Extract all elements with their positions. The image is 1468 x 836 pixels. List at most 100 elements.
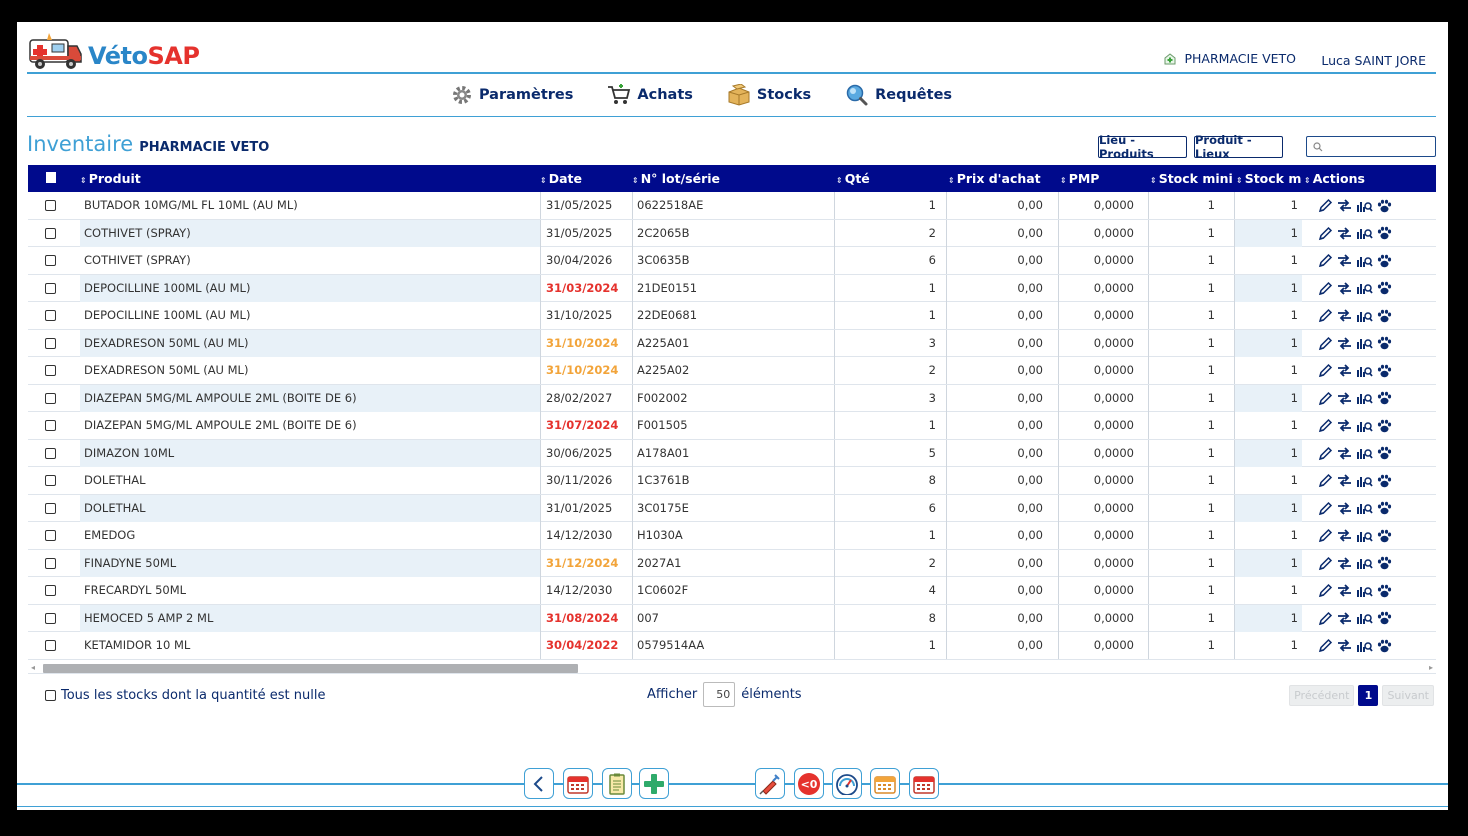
paw-icon[interactable] [1377, 419, 1392, 433]
row-checkbox[interactable] [45, 502, 56, 514]
paw-icon[interactable] [1377, 309, 1392, 323]
clipboard-button[interactable] [602, 768, 632, 799]
paw-icon[interactable] [1377, 556, 1392, 570]
table-row[interactable]: FRECARDYL 50ML 14/12/2030 1C0602F 4 0,00 0,00… [28, 577, 1436, 605]
scroll-left-arrow-icon[interactable]: ◂ [31, 663, 36, 672]
page-1-button[interactable]: 1 [1358, 685, 1379, 706]
stats-search-icon[interactable] [1356, 446, 1373, 460]
stats-search-icon[interactable] [1356, 639, 1373, 653]
table-row[interactable]: DOLETHAL 31/01/2025 3C0175E 6 0,00 0,0000 1 1 [28, 494, 1436, 522]
menu-achats[interactable]: Achats [607, 84, 693, 106]
edit-icon[interactable] [1318, 638, 1333, 653]
edit-icon[interactable] [1318, 528, 1333, 543]
row-checkbox[interactable] [45, 557, 56, 569]
calendar-month-button[interactable] [909, 768, 939, 799]
paw-icon[interactable] [1377, 529, 1392, 543]
transfer-icon[interactable] [1337, 391, 1352, 405]
col-stock-max[interactable]: ⇕Stock max [1236, 165, 1302, 192]
menu-requetes[interactable]: Requêtes [845, 83, 952, 107]
edit-icon[interactable] [1318, 391, 1333, 406]
stats-search-icon[interactable] [1356, 336, 1373, 350]
row-checkbox[interactable] [45, 392, 56, 404]
table-row[interactable]: BUTADOR 10MG/ML FL 10ML (AU ML) 31/05/202… [28, 192, 1436, 220]
table-row[interactable]: DIAZEPAN 5MG/ML AMPOULE 2ML (BOITE DE 6)… [28, 412, 1436, 440]
transfer-icon[interactable] [1337, 226, 1352, 240]
edit-icon[interactable] [1318, 226, 1333, 241]
null-stock-checkbox[interactable] [45, 690, 56, 701]
edit-icon[interactable] [1318, 253, 1333, 268]
row-checkbox[interactable] [45, 447, 56, 459]
stats-search-icon[interactable] [1356, 556, 1373, 570]
row-checkbox[interactable] [45, 640, 56, 651]
paw-icon[interactable] [1377, 446, 1392, 460]
edit-icon[interactable] [1318, 363, 1333, 378]
table-row[interactable]: DEPOCILLINE 100ML (AU ML) 31/03/2024 21DE0… [28, 274, 1436, 302]
calendar-button[interactable] [563, 768, 593, 799]
edit-icon[interactable] [1318, 556, 1333, 571]
edit-icon[interactable] [1318, 336, 1333, 351]
paw-icon[interactable] [1377, 611, 1392, 625]
table-row[interactable]: HEMOCED 5 AMP 2 ML 31/08/2024 007 8 0,00 0,00… [28, 604, 1436, 632]
row-checkbox[interactable] [45, 475, 56, 486]
transfer-icon[interactable] [1337, 639, 1352, 652]
table-row[interactable]: KETAMIDOR 10 ML 30/04/2022 0579514AA 1 0,00 0… [28, 632, 1436, 660]
gauge-button[interactable] [832, 768, 862, 799]
row-checkbox[interactable] [45, 310, 56, 321]
scroll-right-arrow-icon[interactable]: ▸ [1428, 663, 1433, 672]
stats-search-icon[interactable] [1356, 226, 1373, 240]
next-page-button[interactable]: Suivant [1382, 685, 1434, 706]
stats-search-icon[interactable] [1356, 419, 1373, 433]
scrollbar-thumb[interactable] [43, 664, 578, 673]
transfer-icon[interactable] [1337, 309, 1352, 322]
transfer-icon[interactable] [1337, 419, 1352, 432]
paw-icon[interactable] [1377, 336, 1392, 350]
col-prix[interactable]: ⇕ Prix d'achat [948, 171, 1041, 186]
edit-icon[interactable] [1318, 446, 1333, 461]
paw-icon[interactable] [1377, 474, 1392, 488]
stats-search-icon[interactable] [1356, 611, 1373, 625]
row-checkbox[interactable] [45, 255, 56, 266]
paw-icon[interactable] [1377, 254, 1392, 268]
col-qte[interactable]: ⇕ Qté [836, 171, 870, 186]
table-row[interactable]: DOLETHAL 30/11/2026 1C3761B 8 0,00 0,0000 1 1 [28, 467, 1436, 495]
row-checkbox[interactable] [45, 612, 56, 624]
add-button[interactable] [639, 768, 669, 799]
lieu-produits-button[interactable]: Lieu - Produits [1098, 133, 1187, 161]
stats-search-icon[interactable] [1356, 281, 1373, 295]
row-checkbox[interactable] [45, 200, 56, 211]
edit-icon[interactable] [1318, 611, 1333, 626]
table-row[interactable]: DEXADRESON 50ML (AU ML) 31/10/2024 A225A02… [28, 357, 1436, 385]
edit-icon[interactable] [1318, 308, 1333, 323]
row-checkbox[interactable] [45, 365, 56, 376]
pharmacy-selector[interactable]: PHARMACIE VETO [1163, 51, 1296, 66]
stats-search-icon[interactable] [1356, 309, 1373, 323]
stats-search-icon[interactable] [1356, 584, 1373, 598]
transfer-icon[interactable] [1337, 474, 1352, 487]
row-checkbox[interactable] [45, 530, 56, 541]
search-input[interactable] [1306, 136, 1436, 157]
table-row[interactable]: DIMAZON 10ML 30/06/2025 A178A01 5 0,00 0,0000… [28, 439, 1436, 467]
col-produit[interactable]: ⇕ Produit [80, 171, 141, 186]
col-pmp[interactable]: ⇕ PMP [1060, 171, 1100, 186]
stats-search-icon[interactable] [1356, 501, 1373, 515]
paw-icon[interactable] [1377, 639, 1392, 653]
table-row[interactable]: EMEDOG 14/12/2030 H1030A 1 0,00 0,0000 1 1 [28, 522, 1436, 550]
produit-lieux-button[interactable]: Produit - Lieux [1194, 133, 1283, 161]
col-lot[interactable]: ⇕ N° lot/série [632, 171, 721, 186]
table-row[interactable]: DIAZEPAN 5MG/ML AMPOULE 2ML (BOITE DE 6)… [28, 384, 1436, 412]
row-checkbox[interactable] [45, 420, 56, 431]
edit-icon[interactable] [1318, 501, 1333, 516]
transfer-icon[interactable] [1337, 281, 1352, 295]
paw-icon[interactable] [1377, 281, 1392, 295]
transfer-icon[interactable] [1337, 501, 1352, 515]
transfer-icon[interactable] [1337, 446, 1352, 460]
menu-parametres[interactable]: Paramètres [451, 84, 573, 106]
edit-icon[interactable] [1318, 281, 1333, 296]
edit-icon[interactable] [1318, 473, 1333, 488]
transfer-icon[interactable] [1337, 336, 1352, 350]
transfer-icon[interactable] [1337, 199, 1352, 212]
null-stock-filter[interactable]: Tous les stocks dont la quantité est nul… [45, 688, 325, 703]
transfer-icon[interactable] [1337, 529, 1352, 542]
table-row[interactable]: DEPOCILLINE 100ML (AU ML) 31/10/2025 22DE0… [28, 302, 1436, 330]
paw-icon[interactable] [1377, 226, 1392, 240]
